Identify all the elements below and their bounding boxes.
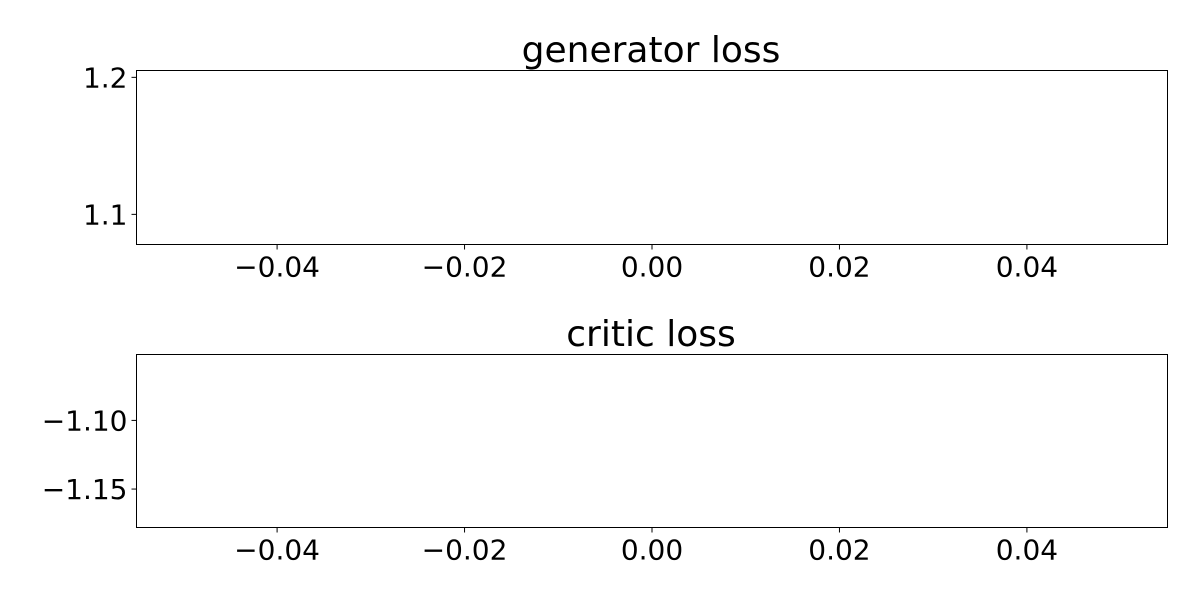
y-tick-label: 1.1: [83, 198, 128, 231]
x-axis: −0.04 −0.02 0.00 0.02 0.04: [234, 527, 1058, 567]
plot-area: [136, 70, 1168, 245]
x-tick-label: −0.02: [422, 534, 508, 567]
x-tick-label: 0.00: [621, 534, 683, 567]
x-tick-label: −0.04: [234, 251, 320, 284]
x-tick-label: −0.04: [234, 534, 320, 567]
y-tick-label: 1.2: [83, 61, 128, 94]
x-tick-label: −0.02: [422, 251, 508, 284]
critic-loss-panel: critic loss −0.04 −0.02 0.00 0.02 0.04 −1.10…: [42, 314, 1168, 567]
y-axis: 1.1 1.2: [83, 61, 137, 231]
y-axis: −1.10 −1.15: [42, 404, 137, 506]
chart-title: critic loss: [566, 314, 736, 355]
y-tick-label: −1.10: [42, 404, 128, 437]
x-tick-label: 0.04: [996, 534, 1058, 567]
generator-loss-panel: generator loss −0.04 −0.02 0.00 0.02 0.04 1.…: [83, 30, 1168, 284]
x-tick-label: 0.00: [621, 251, 683, 284]
plot-area: [136, 354, 1168, 528]
chart-title: generator loss: [522, 30, 781, 71]
x-tick-label: 0.02: [808, 251, 870, 284]
x-tick-label: 0.02: [808, 534, 870, 567]
x-axis: −0.04 −0.02 0.00 0.02 0.04: [234, 244, 1058, 284]
x-tick-label: 0.04: [996, 251, 1058, 284]
y-tick-label: −1.15: [42, 473, 128, 506]
